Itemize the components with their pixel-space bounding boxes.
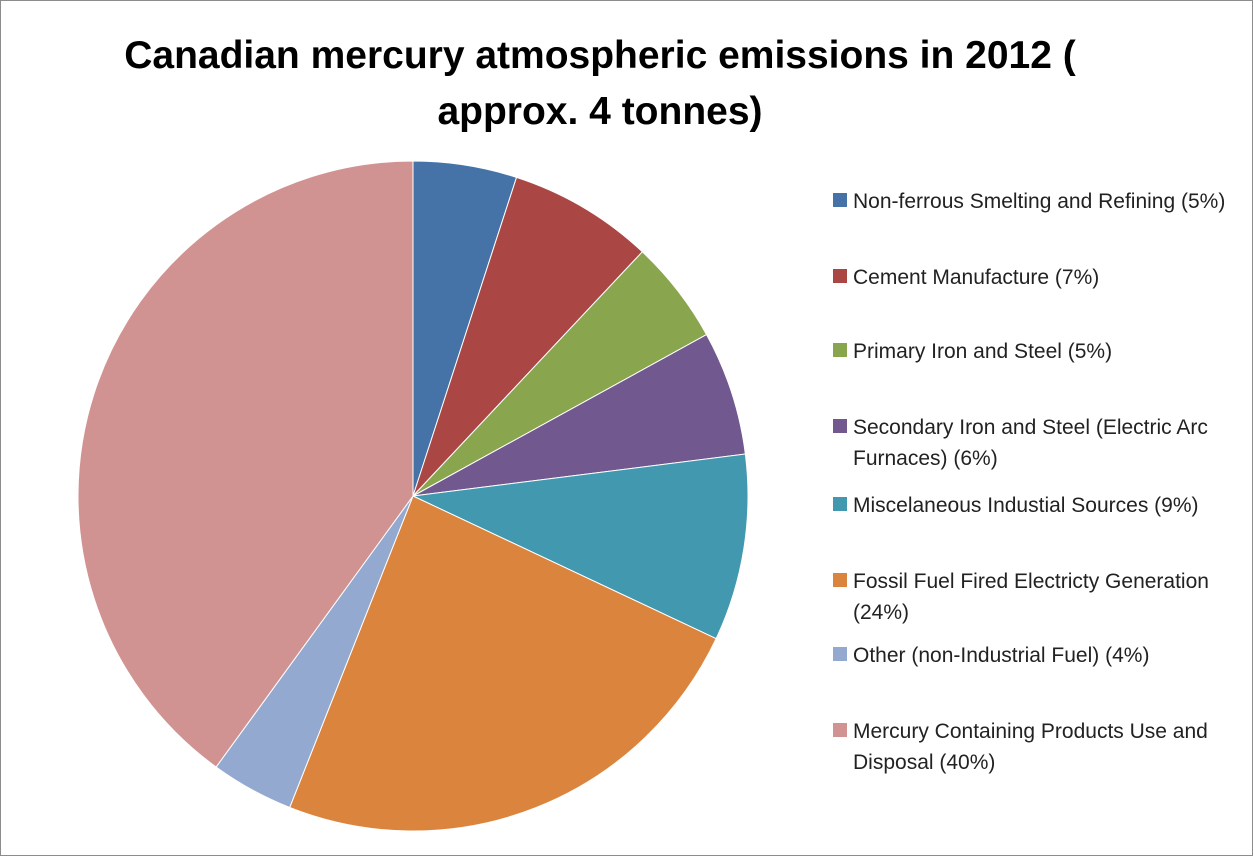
legend-swatch [833, 573, 847, 587]
chart-title: Canadian mercury atmospheric emissions i… [124, 34, 1076, 133]
legend-swatch [833, 647, 847, 661]
legend-swatch [833, 193, 847, 207]
legend-swatch [833, 343, 847, 357]
legend-swatch [833, 419, 847, 433]
legend-item: Other (non-Industrial Fuel) (4%) [833, 640, 1243, 671]
legend-swatch [833, 723, 847, 737]
legend-item: Miscelaneous Industial Sources (9%) [833, 490, 1243, 521]
legend-label: Fossil Fuel Fired Electricty Generation … [853, 570, 1209, 624]
legend-item: Non-ferrous Smelting and Refining (5%) [833, 186, 1243, 217]
pie-slice-6 [289, 495, 717, 832]
pie-slice-4 [412, 333, 746, 497]
legend-label: Mercury Containing Products Use and Disp… [853, 720, 1208, 774]
pie-slice-2 [412, 176, 644, 497]
legend-label: Primary Iron and Steel (5%) [853, 340, 1113, 363]
legend-label: Secondary Iron and Steel (Electric Arc F… [853, 416, 1208, 470]
legend-item: Mercury Containing Products Use and Disp… [833, 716, 1243, 778]
legend-swatch [833, 269, 847, 283]
pie-slice-5 [411, 453, 749, 640]
legend-item: Secondary Iron and Steel (Electric Arc F… [833, 412, 1243, 474]
legend-label: Other (non-Industrial Fuel) (4%) [853, 644, 1150, 667]
pie-slice-8 [77, 160, 414, 768]
legend-label: Miscelaneous Industial Sources (9%) [853, 494, 1199, 517]
legend-swatch [833, 497, 847, 511]
legend-label: Cement Manufacture (7%) [853, 266, 1100, 289]
legend-item: Fossil Fuel Fired Electricty Generation … [833, 566, 1243, 628]
legend-item: Cement Manufacture (7%) [833, 262, 1243, 293]
legend-label: Non-ferrous Smelting and Refining (5%) [853, 190, 1226, 213]
legend-item: Primary Iron and Steel (5%) [833, 336, 1243, 367]
